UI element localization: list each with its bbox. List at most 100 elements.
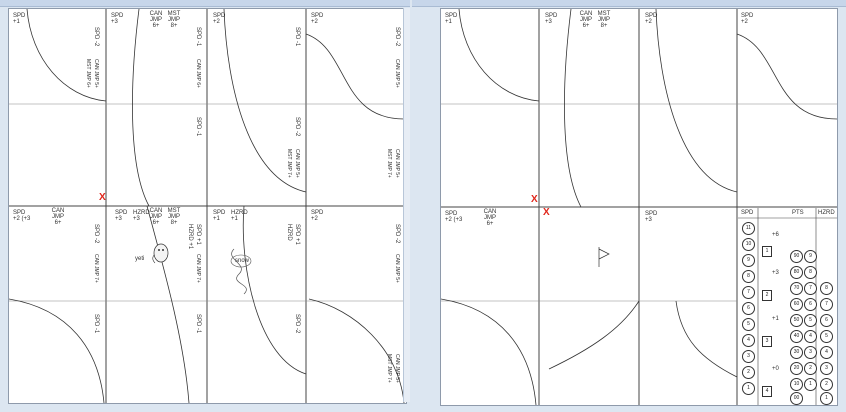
row4-cell-4-mst: MST JMP 7+ [386,354,392,383]
pts-unit-circle[interactable]: 8 [804,266,817,279]
spd-circle[interactable]: 2 [742,366,755,379]
row2-cell-3-spd: SPD -2 [294,117,300,137]
pts-unit-circle[interactable]: 2 [804,362,817,375]
row4-cell-1-spd: SPD -1 [93,314,99,334]
flag-label: +3 [772,270,779,276]
row4-cell-2-spd: SPD -1 [195,314,201,334]
pts-circle[interactable]: 00 [790,392,803,405]
row3-cell-2-right-spd: SPD +1 [195,224,201,245]
row4-cell-4-can: CAN JMP 5+ [394,354,400,383]
score-box[interactable]: 1 [762,246,772,257]
pts-circle[interactable]: 40 [790,330,803,343]
pts-unit-circle[interactable]: 7 [804,282,817,295]
spd-circle[interactable]: 3 [742,350,755,363]
row3-cell-2-right-hzrd: HZRD +1 [187,224,193,250]
r-cell-2-can: CAN JMP 6+ [579,11,593,29]
cell-1-right-mst: MST JMP 6+ [85,59,91,88]
hzrd-circle[interactable]: 1 [820,392,833,405]
right-pane-topbar [412,0,846,7]
pts-circle[interactable]: 60 [790,298,803,311]
pts-unit-circle[interactable]: 6 [804,298,817,311]
row3-cell-4-right-can: CAN JMP 5+ [394,254,400,283]
right-pane: SPD +1 SPD +3 CAN JMP 6+ MST JMP 8+ SPD … [412,0,846,412]
spd-circle[interactable]: 1 [742,382,755,395]
pts-circle[interactable]: 10 [790,378,803,391]
pts-circle[interactable]: 20 [790,362,803,375]
pts-unit-circle[interactable]: 3 [804,346,817,359]
row3-cell-4-spd: SPD +2 [311,210,324,222]
right-grid-svg [441,9,837,405]
pts-circle[interactable]: 50 [790,314,803,327]
cell-2-right-spd: SPD -1 [195,27,201,47]
r-row3-cell3-spd: SPD +3 [645,211,658,223]
row2-cell-3-mst: MST JMP 7+ [286,149,292,178]
yeti-label: yeti [135,256,145,262]
row3-cell-1-can: CAN JMP 6+ [51,208,65,226]
spd-circle[interactable]: 9 [742,254,755,267]
flag-label: +6 [772,232,779,238]
pts-unit-circle[interactable]: 1 [804,378,817,391]
left-page: SPD +1 SPD +3 CAN JMP 6+ MST JMP 8+ SPD … [8,8,407,404]
hzrd-circle[interactable]: 4 [820,346,833,359]
hzrd-circle[interactable]: 3 [820,362,833,375]
hzrd-circle[interactable]: 6 [820,314,833,327]
hzrd-circle[interactable]: 2 [820,378,833,391]
yeti-sticker-icon[interactable]: yeti [135,241,171,267]
cell-1-right-spd: SPD -2 [93,27,99,47]
cell-2-can-jmp-label: CAN JMP 6+ [149,11,163,29]
cell-1-spd-label: SPD +1 [13,13,26,25]
score-box[interactable]: 3 [762,336,772,347]
pts-circle[interactable]: 70 [790,282,803,295]
row3-cell-3-hzrd: HZRD +1 [231,210,248,222]
score-box[interactable]: 2 [762,290,772,301]
flag-label: +0 [772,366,779,372]
r-cell-4-spd: SPD +2 [741,13,754,25]
row3-cell-1-spd: SPD +2 (+3 [13,210,31,222]
score-box[interactable]: 4 [762,386,772,397]
hzrd-circle[interactable]: 5 [820,330,833,343]
snow-sticker-icon[interactable]: snow [233,255,253,267]
x-mark-icon[interactable]: X [531,194,538,205]
r-row3-can: CAN JMP 6+ [483,209,497,227]
row3-cell-2-hzrd: HZRD +3 [133,210,150,222]
row3-cell-2-mst: MST JMP 8+ [167,208,181,226]
r-cell-2-spd: SPD +3 [545,13,558,25]
pts-unit-circle[interactable]: 5 [804,314,817,327]
cell-2-mst-jmp-label: MST JMP 8+ [167,11,181,29]
pts-unit-circle[interactable]: 4 [804,330,817,343]
row4-cell-3-spd: SPD -2 [294,314,300,334]
hzrd-circle[interactable]: 7 [820,298,833,311]
row3-cell-3-right-hzrd: HZRD [286,224,292,241]
spd-circle[interactable]: 5 [742,318,755,331]
spd-circle[interactable]: 6 [742,302,755,315]
row2-cell-2-spd: SPD -1 [195,117,201,137]
snow-label: snow [235,258,250,264]
row3-cell-4-right-spd: SPD -2 [394,224,400,244]
row3-cell-1-right-can: CAN JMP 7+ [93,254,99,283]
pts-circle[interactable]: 80 [790,266,803,279]
row3-cell-2-can: CAN JMP 6+ [149,208,163,226]
row3-cell-3-spd: SPD +1 [213,210,226,222]
pts-circle[interactable]: 90 [790,250,803,263]
x-mark-icon[interactable]: X [543,207,550,218]
r-cell-2-mst: MST JMP 8+ [597,11,611,29]
spd-circle[interactable]: 4 [742,334,755,347]
score-header-spd: SPD [741,210,754,216]
score-header-pts: PTS [792,210,804,216]
r-row3-spd: SPD +2 (+3 [445,211,463,223]
left-grid-svg [9,9,406,403]
cell-4-right-spd: SPD -2 [394,27,400,47]
spd-circle[interactable]: 8 [742,270,755,283]
row3-cell-2-spd: SPD +3 [115,210,128,222]
pts-unit-circle[interactable]: 9 [804,250,817,263]
cell-1-right-can: CAN JMP 5+ [93,59,99,88]
left-scrollbar[interactable] [403,8,410,402]
row2-cell-4-mst: MST JMP 7+ [386,149,392,178]
spd-circle[interactable]: 11 [742,222,755,235]
x-mark-icon[interactable]: X [99,192,106,203]
spd-circle[interactable]: 7 [742,286,755,299]
left-pane: SPD +1 SPD +3 CAN JMP 6+ MST JMP 8+ SPD … [0,0,410,412]
hzrd-circle[interactable]: 8 [820,282,833,295]
pts-circle[interactable]: 30 [790,346,803,359]
spd-circle[interactable]: 10 [742,238,755,251]
